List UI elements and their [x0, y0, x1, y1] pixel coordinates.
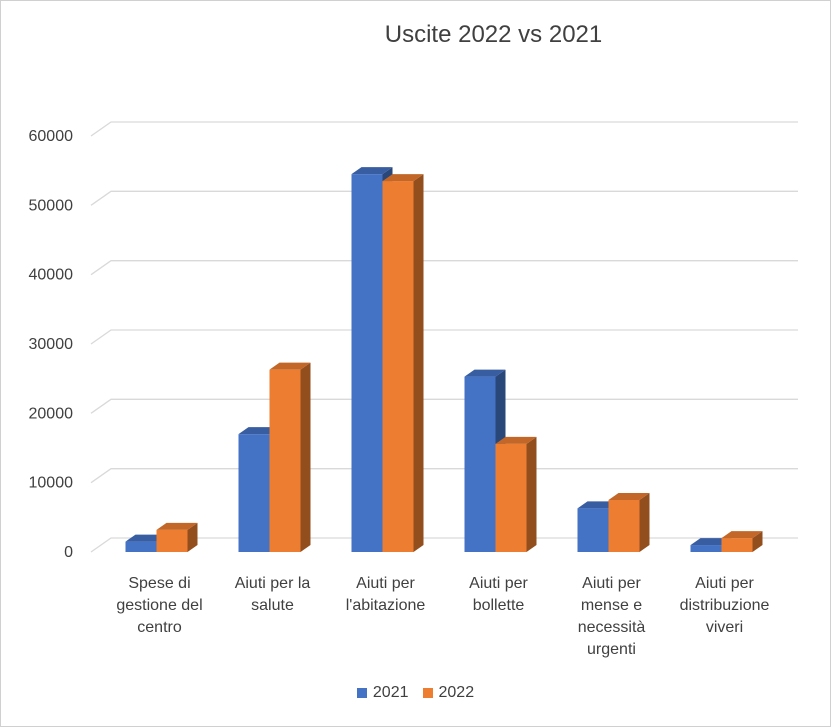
legend-label: 2021	[372, 684, 409, 701]
legend-swatch	[422, 688, 433, 698]
bar-2022	[608, 493, 650, 552]
y-tick-label: 20000	[29, 405, 74, 422]
legend-swatch	[356, 688, 367, 698]
legend: 2021 2022	[1, 684, 830, 702]
gridline	[90, 190, 798, 206]
bar-2022	[269, 362, 311, 552]
bar-2022	[156, 522, 198, 552]
y-tick-label: 30000	[29, 336, 74, 353]
gridlines	[90, 121, 798, 553]
gridline	[90, 121, 798, 137]
category-label: Aiuti per mense e necessità urgenti	[578, 575, 646, 658]
bars	[125, 167, 763, 553]
y-tick-label: 0	[64, 544, 73, 561]
bar-2022	[382, 174, 424, 553]
y-tick-label: 50000	[29, 197, 74, 214]
gridline	[90, 398, 798, 414]
category-label: Aiuti per la salute	[235, 575, 311, 614]
gridline	[90, 468, 798, 484]
y-tick-label: 10000	[29, 475, 74, 492]
category-label: Aiuti per bollette	[469, 575, 528, 614]
category-label: Aiuti per distribuzione viveri	[680, 575, 770, 636]
legend-item-2022: 2022	[422, 684, 475, 702]
category-label: Aiuti per l'abitazione	[346, 575, 426, 614]
bar-2022	[721, 531, 763, 552]
y-tick-label: 60000	[29, 128, 74, 145]
y-tick-label: 40000	[29, 267, 74, 284]
chart-title: Uscite 2022 vs 2021	[384, 21, 603, 48]
legend-label: 2022	[438, 684, 475, 701]
y-axis-ticks: 0 10000 20000 30000 40000 50000 60000	[29, 128, 74, 561]
bar-2022	[495, 436, 537, 552]
category-labels: Spese di gestione del centro Aiuti per la sa…	[116, 575, 769, 658]
gridline	[90, 537, 798, 553]
gridline	[90, 260, 798, 276]
gridline	[90, 329, 798, 345]
category-label: Spese di gestione del centro	[116, 575, 202, 636]
legend-item-2021: 2021	[356, 684, 409, 702]
